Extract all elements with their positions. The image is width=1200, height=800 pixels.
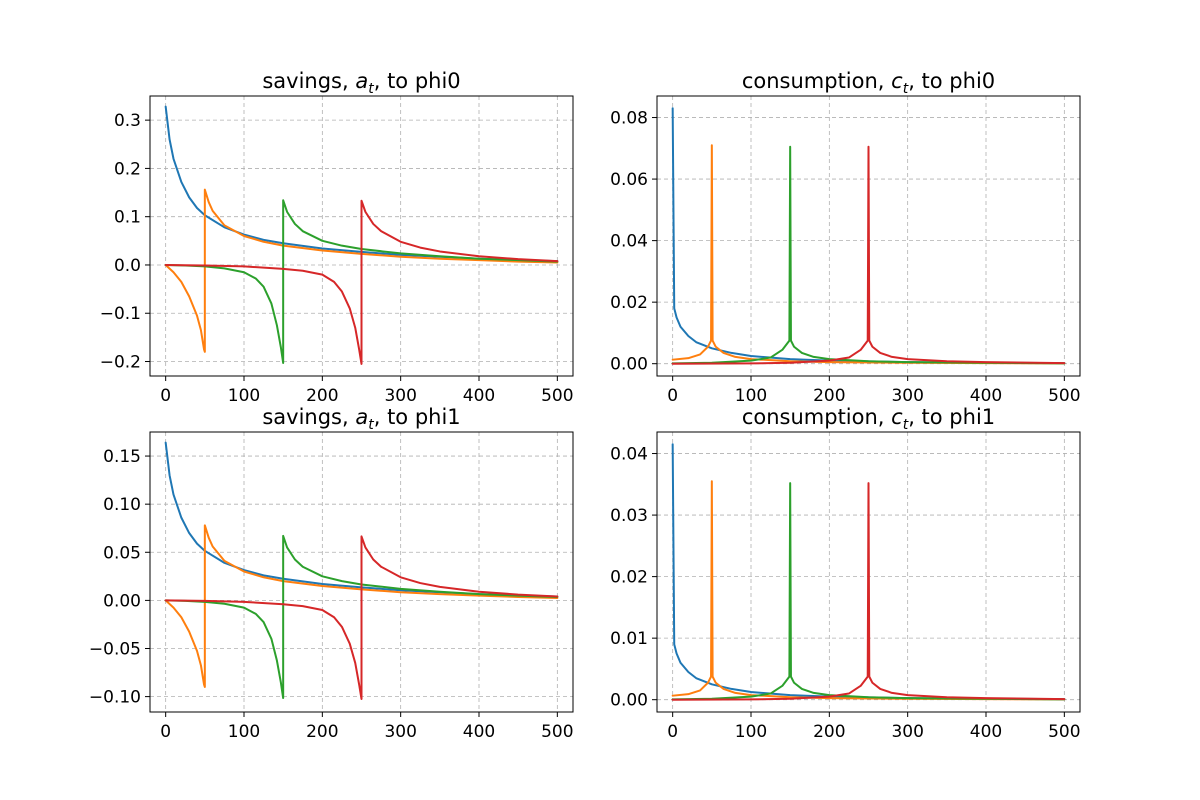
x-tick-label: 400 bbox=[463, 722, 495, 742]
x-tick-label: 500 bbox=[541, 386, 573, 406]
y-tick-label: 0.2 bbox=[114, 159, 141, 179]
title-variable: c bbox=[891, 405, 903, 429]
x-tick-label: 500 bbox=[1048, 722, 1080, 742]
title-subscript: t bbox=[903, 81, 909, 97]
title-subscript: t bbox=[368, 81, 374, 97]
x-tick-label: 100 bbox=[228, 722, 260, 742]
series-line-2 bbox=[671, 144, 1066, 365]
series-line-3 bbox=[671, 482, 1066, 701]
series-line-3 bbox=[164, 199, 559, 364]
y-tick-label: 0.02 bbox=[610, 293, 648, 313]
y-tick-label: 0.02 bbox=[610, 568, 648, 588]
x-tick-label: 200 bbox=[813, 722, 845, 742]
savings-phi1-panel: 0 100 200 300 400 500 −0.10 −0.05 0.00 0.05 0.10 0.… bbox=[89, 405, 574, 742]
y-tick-label: 0.03 bbox=[610, 506, 648, 526]
title-suffix: , to phi1 bbox=[374, 405, 461, 429]
x-tick-label: 300 bbox=[891, 386, 923, 406]
x-tick-label: 0 bbox=[160, 386, 171, 406]
title-prefix: savings, bbox=[262, 69, 355, 93]
y-tick-label: 0.00 bbox=[610, 691, 648, 711]
x-tick-label: 500 bbox=[1048, 386, 1080, 406]
x-tick-label: 300 bbox=[891, 722, 923, 742]
x-tick-label: 500 bbox=[541, 722, 573, 742]
savings-phi0-panel: 0 100 200 300 400 500 −0.2 −0.1 0.0 0.1 0.2 0.3 savi… bbox=[100, 69, 574, 406]
panel-title: consumption, ct, to phi1 bbox=[742, 405, 995, 433]
y-tick-label: 0.01 bbox=[610, 629, 648, 649]
y-tick-label: 0.06 bbox=[610, 170, 648, 190]
y-tick-label: 0.0 bbox=[114, 256, 141, 276]
title-variable: a bbox=[355, 405, 368, 429]
x-tick-label: 200 bbox=[306, 386, 338, 406]
series-line-2 bbox=[164, 188, 559, 353]
series-line-4 bbox=[164, 199, 559, 365]
x-tick-label: 100 bbox=[228, 386, 260, 406]
title-prefix: consumption, bbox=[742, 405, 891, 429]
x-tick-label: 0 bbox=[667, 386, 678, 406]
x-tick-label: 200 bbox=[306, 722, 338, 742]
y-tick-label: 0.08 bbox=[610, 109, 648, 129]
title-suffix: , to phi1 bbox=[908, 405, 995, 429]
y-tick-label: 0.00 bbox=[610, 355, 648, 375]
series-group bbox=[671, 443, 1066, 701]
title-subscript: t bbox=[903, 417, 909, 433]
title-subscript: t bbox=[368, 417, 374, 433]
y-tick-label: 0.15 bbox=[103, 447, 141, 467]
title-variable: c bbox=[891, 69, 903, 93]
x-tick-label: 400 bbox=[970, 386, 1002, 406]
x-tick-label: 300 bbox=[384, 722, 416, 742]
series-line-2 bbox=[671, 480, 1066, 701]
x-tick-label: 400 bbox=[463, 386, 495, 406]
y-tick-label: 0.3 bbox=[114, 111, 141, 131]
title-suffix: , to phi0 bbox=[374, 69, 461, 93]
series-group bbox=[164, 105, 559, 365]
axes-frame bbox=[149, 431, 574, 713]
series-group bbox=[671, 107, 1066, 365]
x-tick-label: 100 bbox=[735, 722, 767, 742]
panel-title: savings, at, to phi1 bbox=[262, 405, 460, 433]
series-line-4 bbox=[671, 482, 1066, 701]
title-suffix: , to phi0 bbox=[908, 69, 995, 93]
panel-title: savings, at, to phi0 bbox=[262, 69, 460, 97]
x-tick-label: 200 bbox=[813, 386, 845, 406]
title-prefix: consumption, bbox=[742, 69, 891, 93]
series-line-2 bbox=[164, 524, 559, 688]
x-tick-label: 300 bbox=[384, 386, 416, 406]
x-tick-label: 0 bbox=[160, 722, 171, 742]
x-tick-label: 400 bbox=[970, 722, 1002, 742]
panel-title: consumption, ct, to phi0 bbox=[742, 69, 995, 97]
title-prefix: savings, bbox=[262, 405, 355, 429]
y-tick-label: 0.04 bbox=[610, 232, 648, 252]
series-line-3 bbox=[164, 534, 559, 700]
y-tick-label: −0.05 bbox=[89, 639, 141, 659]
consumption-phi1-panel: 0 100 200 300 400 500 0.00 0.01 0.02 0.03 0.04 cons… bbox=[610, 405, 1080, 742]
series-line-3 bbox=[671, 145, 1066, 365]
series-line-4 bbox=[671, 145, 1066, 365]
consumption-phi0-panel: 0 100 200 300 400 500 0.00 0.02 0.04 0.06 0.08 cons… bbox=[610, 69, 1080, 406]
y-tick-label: 0.05 bbox=[103, 543, 141, 563]
y-tick-label: 0.04 bbox=[610, 445, 648, 465]
x-tick-label: 100 bbox=[735, 386, 767, 406]
axes-frame bbox=[656, 95, 1081, 377]
series-line-4 bbox=[164, 535, 559, 701]
x-tick-label: 0 bbox=[667, 722, 678, 742]
y-tick-label: −0.10 bbox=[89, 688, 141, 708]
y-tick-label: −0.2 bbox=[100, 353, 141, 373]
y-tick-label: 0.10 bbox=[103, 495, 141, 515]
y-tick-label: 0.00 bbox=[103, 591, 141, 611]
series-group bbox=[164, 441, 559, 701]
title-variable: a bbox=[355, 69, 368, 93]
y-tick-label: 0.1 bbox=[114, 208, 141, 228]
axes-frame bbox=[656, 431, 1081, 713]
axes-frame bbox=[149, 95, 574, 377]
y-tick-label: −0.1 bbox=[100, 304, 141, 324]
